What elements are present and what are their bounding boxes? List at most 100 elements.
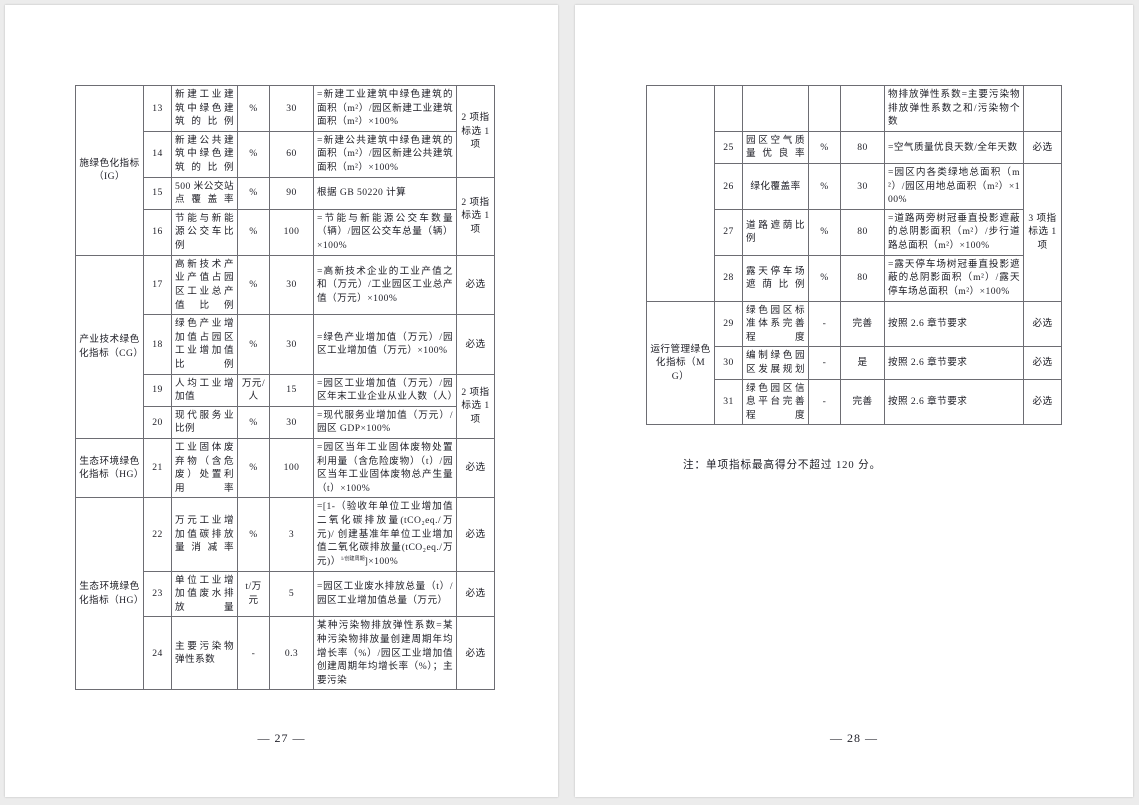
cell-requirement: 必选 [1023, 130, 1062, 165]
cell-formula: =空气质量优良天数/全年天数 [884, 130, 1024, 165]
table-row: 生态环境绿色化指标（HG） 22 万元工业增加值碳排放量消减率 % 3 =[1-… [75, 497, 495, 691]
cell-name [742, 85, 809, 132]
cell-no: 22 [143, 497, 172, 572]
table-row: 15 500 米公交站点覆盖率 % 90 根据 GB 50220 计算 2 项指… [76, 176, 495, 256]
table-row: 产业技术绿色化指标（CG） 17 高新技术产业产值占园区工业总产值比例 % 30… [75, 254, 495, 440]
cell-unit: % [237, 208, 270, 256]
cell-formula: 按照 2.6 章节要求 [884, 346, 1024, 380]
cell-unit: - [808, 300, 841, 348]
cell-unit: % [808, 130, 841, 165]
cell-value: 30 [840, 163, 885, 210]
cell-no: 31 [714, 378, 743, 426]
cell-unit: - [808, 378, 841, 426]
cell-no: 30 [714, 346, 743, 380]
cell-formula: =现代服务业增加值（万元）/园区 GDP×100% [313, 405, 457, 440]
formula-exponent: 1/创建周期 [340, 556, 365, 562]
cell-no: 25 [714, 130, 743, 165]
cell-category: 生态环境绿色化指标（HG） [75, 497, 144, 691]
cell-unit: % [237, 438, 270, 499]
cell-name: 道路遮荫比例 [742, 208, 809, 256]
cell-name: 绿色产业增加值占园区工业增加值比例 [171, 314, 238, 375]
cell-unit: % [808, 254, 841, 302]
cell-formula: =节能与新能源公交车数量（辆）/园区公交车总量（辆）×100% [313, 208, 457, 256]
cell-unit: % [237, 85, 270, 132]
cell-formula: 按照 2.6 章节要求 [884, 300, 1024, 348]
cell-unit: % [808, 163, 841, 210]
page-number-left: — 27 — [257, 731, 306, 745]
cell-no: 17 [143, 254, 172, 316]
cell-unit: % [237, 314, 270, 375]
cell-requirement: 必选 [456, 497, 495, 572]
cell-name: 主要污染物弹性系数 [171, 616, 238, 691]
cell-formula: =新建公共建筑中绿色建筑的面积（m²）/园区新建公共建筑面积（m²）×100% [313, 130, 457, 178]
cell-no: 26 [714, 163, 743, 210]
cell-value: 100 [269, 438, 314, 499]
cell-value: 30 [269, 405, 314, 440]
cell-value: 15 [269, 373, 314, 407]
cell-value: 完善 [840, 378, 885, 426]
cell-value: 30 [269, 254, 314, 316]
cell-unit: - [237, 616, 270, 691]
cell-requirement [1023, 85, 1062, 132]
cell-requirement: 必选 [456, 314, 495, 375]
cell-name: 单位工业增加值废水排放量 [171, 570, 238, 618]
cell-category: 施绿色化指标（IG） [75, 85, 144, 256]
cell-requirement: 2 项指标选 1 项 [456, 176, 495, 256]
cell-value: 80 [840, 130, 885, 165]
cell-requirement: 必选 [456, 438, 495, 499]
cell-no: 21 [143, 438, 172, 499]
table-row: 30 编制绿色园区发展规划 - 是 按照 2.6 章节要求 必选 [647, 346, 1062, 380]
cell-category: 运行管理绿色化指标（MG） [646, 300, 715, 426]
table-row: 施绿色化指标（IG） 13 新建工业建筑中绿色建筑的比例 % 30 =新建工业建… [75, 85, 495, 256]
table-row: 14 新建公共建筑中绿色建筑的比例 % 60 =新建公共建筑中绿色建筑的面积（m… [76, 130, 495, 178]
table-row: 23 单位工业增加值废水排放量 t/万元 5 =园区工业废水排放总量（t）/园区… [76, 570, 495, 618]
cell-requirement: 必选 [456, 616, 495, 691]
cell-unit: % [237, 497, 270, 572]
cell-formula: =园区工业增加值（万元）/园区年末工业企业从业人数（人） [313, 373, 457, 407]
table-row: 16 节能与新能源公交车比例 % 100 =节能与新能源公交车数量（辆）/园区公… [76, 208, 495, 256]
cell-name: 节能与新能源公交车比例 [171, 208, 238, 256]
cell-no: 16 [143, 208, 172, 256]
cell-no: 29 [714, 300, 743, 348]
cell-name: 人均工业增加值 [171, 373, 238, 407]
cell-category: 产业技术绿色化指标（CG） [75, 254, 144, 440]
cell-name: 绿化覆盖率 [742, 163, 809, 210]
cell-name: 万元工业增加值碳排放量消减率 [171, 497, 238, 572]
cell-value: 60 [269, 130, 314, 178]
cell-value: 90 [269, 176, 314, 210]
cell-name: 编制绿色园区发展规划 [742, 346, 809, 380]
cell-category: 生态环境绿色化指标（HG） [75, 438, 144, 499]
cell-no: 18 [143, 314, 172, 375]
cell-requirement: 必选 [1023, 346, 1062, 380]
cell-no: 19 [143, 373, 172, 407]
cell-name: 500 米公交站点覆盖率 [171, 176, 238, 210]
table-row: 运行管理绿色化指标（MG） 29 绿色园区标准体系完善程度 - 完善 按照 2.… [646, 300, 1062, 426]
cell-requirement: 3 项指标选 1 项 [1023, 163, 1062, 302]
cell-no: 28 [714, 254, 743, 302]
page-right: 物排放弹性系数=主要污染物排放弹性系数之和/污染物个数 25 园区空气质量优良率… [575, 5, 1133, 797]
cell-formula: =园区内各类绿地总面积（m²）/园区用地总面积（m²）×100% [884, 163, 1024, 210]
table-row: 20 现代服务业比例 % 30 =现代服务业增加值（万元）/园区 GDP×100… [76, 405, 495, 440]
cell-unit [808, 85, 841, 132]
cell-unit: % [237, 130, 270, 178]
index-table-left: 施绿色化指标（IG） 13 新建工业建筑中绿色建筑的比例 % 30 =新建工业建… [75, 85, 495, 691]
page-left: 施绿色化指标（IG） 13 新建工业建筑中绿色建筑的比例 % 30 =新建工业建… [5, 5, 558, 797]
index-table-right: 物排放弹性系数=主要污染物排放弹性系数之和/污染物个数 25 园区空气质量优良率… [646, 85, 1062, 426]
cell-value: 3 [269, 497, 314, 572]
cell-value: 80 [840, 208, 885, 256]
cell-name: 新建工业建筑中绿色建筑的比例 [171, 85, 238, 132]
cell-unit: % [237, 405, 270, 440]
cell-name: 新建公共建筑中绿色建筑的比例 [171, 130, 238, 178]
cell-category [646, 85, 715, 302]
cell-no: 15 [143, 176, 172, 210]
cell-formula: =新建工业建筑中绿色建筑的面积（m²）/园区新建工业建筑面积（m²）×100% [313, 85, 457, 132]
page-number-right: — 28 — [830, 731, 878, 745]
table-row: 生态环境绿色化指标（HG） 21 工业固体废弃物（含危废）处置利用率 % 100… [75, 438, 495, 499]
table-row: 18 绿色产业增加值占园区工业增加值比例 % 30 =绿色产业增加值（万元）/园… [76, 314, 495, 375]
cell-requirement: 必选 [456, 570, 495, 618]
table-row: 28 露天停车场遮荫比例 % 80 =露天停车场树冠垂直投影遮蔽的总阴影面积（m… [647, 254, 1062, 302]
cell-no: 13 [143, 85, 172, 132]
cell-formula: =园区当年工业固体废物处置利用量（含危险废物）（t）/园区当年工业固体废物总产生… [313, 438, 457, 499]
cell-formula: =高新技术企业的工业产值之和（万元）/工业园区工业总产值（万元）×100% [313, 254, 457, 316]
